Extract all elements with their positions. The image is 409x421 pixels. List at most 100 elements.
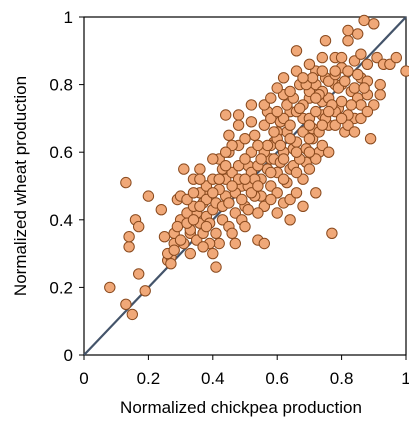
data-point — [335, 51, 348, 64]
data-point — [290, 146, 303, 158]
data-point — [284, 119, 296, 131]
data-point — [258, 99, 270, 111]
data-point — [123, 241, 135, 253]
data-point — [303, 163, 316, 175]
data-point — [223, 129, 235, 142]
data-point — [303, 146, 316, 158]
data-point — [316, 119, 328, 131]
data-point — [316, 65, 328, 77]
data-point — [284, 214, 296, 226]
data-point — [220, 160, 232, 172]
data-point — [348, 126, 361, 138]
data-point — [355, 112, 367, 125]
data-point — [352, 28, 364, 40]
data-point — [368, 18, 380, 30]
data-point — [194, 200, 206, 213]
data-point — [223, 197, 235, 209]
data-point — [252, 207, 264, 219]
data-point — [252, 139, 264, 152]
data-point — [361, 58, 374, 71]
data-point — [104, 281, 116, 294]
y-tick-label: 1 — [64, 8, 73, 27]
x-axis-label: Normalized chickpea production — [120, 398, 362, 417]
data-point — [339, 75, 351, 87]
data-point — [265, 193, 277, 206]
data-point — [210, 261, 222, 273]
data-point — [258, 119, 270, 131]
data-point — [197, 241, 209, 253]
x-tick-label: 0 — [79, 369, 88, 388]
data-point — [303, 119, 316, 131]
data-point — [165, 258, 177, 270]
data-point — [210, 227, 222, 240]
data-point — [310, 105, 322, 118]
data-point — [335, 95, 348, 108]
data-point — [174, 234, 187, 246]
y-tick-label: 0 — [64, 346, 73, 365]
data-point — [358, 82, 370, 94]
data-point — [229, 207, 242, 219]
data-point — [194, 173, 206, 185]
data-point — [303, 58, 316, 71]
data-point — [297, 72, 309, 84]
data-point — [194, 163, 206, 175]
x-tick-label: 0.8 — [330, 369, 354, 388]
data-point — [374, 89, 386, 101]
data-point — [239, 173, 251, 185]
data-point — [213, 237, 225, 250]
data-point — [239, 133, 251, 145]
data-point — [274, 139, 287, 152]
plot-area — [83, 16, 407, 356]
data-point — [220, 109, 232, 121]
data-point — [178, 163, 190, 175]
data-point — [271, 207, 283, 219]
data-point — [306, 72, 319, 84]
data-point — [355, 48, 367, 60]
data-point — [123, 231, 135, 243]
data-point — [245, 116, 258, 128]
data-point — [120, 176, 132, 189]
data-point — [277, 153, 290, 165]
data-point — [319, 35, 332, 47]
data-point — [345, 99, 357, 111]
data-point — [284, 133, 296, 145]
data-point — [261, 139, 274, 152]
data-point — [352, 68, 364, 81]
data-point — [220, 146, 232, 158]
data-point — [265, 92, 277, 104]
data-point — [126, 308, 139, 321]
data-point — [358, 14, 370, 27]
data-point — [290, 166, 303, 179]
data-point — [294, 102, 306, 115]
data-point — [364, 133, 377, 145]
data-point — [236, 193, 248, 206]
data-point — [139, 285, 151, 297]
data-point — [226, 227, 238, 240]
data-point — [303, 133, 316, 145]
data-point — [277, 72, 290, 84]
y-tick-label: 0.4 — [49, 211, 73, 230]
x-tick-label: 1 — [401, 369, 409, 388]
data-point — [326, 227, 338, 240]
data-point — [310, 187, 322, 199]
data-point — [226, 180, 238, 192]
data-point — [155, 204, 168, 216]
data-point — [258, 237, 270, 250]
data-point — [268, 126, 280, 138]
data-point — [207, 153, 219, 165]
data-point — [133, 220, 145, 233]
data-point — [249, 129, 261, 142]
y-tick-label: 0.2 — [49, 278, 73, 297]
x-tick-label: 0.2 — [137, 369, 161, 388]
data-point — [213, 173, 225, 185]
data-point — [323, 146, 335, 158]
data-point — [297, 200, 309, 213]
data-point — [348, 82, 361, 94]
data-point — [342, 65, 354, 77]
data-point — [171, 220, 184, 233]
data-point — [310, 92, 322, 104]
data-point — [252, 180, 264, 192]
y-axis-label: Normalized wheat production — [11, 76, 30, 296]
data-point — [232, 109, 245, 121]
